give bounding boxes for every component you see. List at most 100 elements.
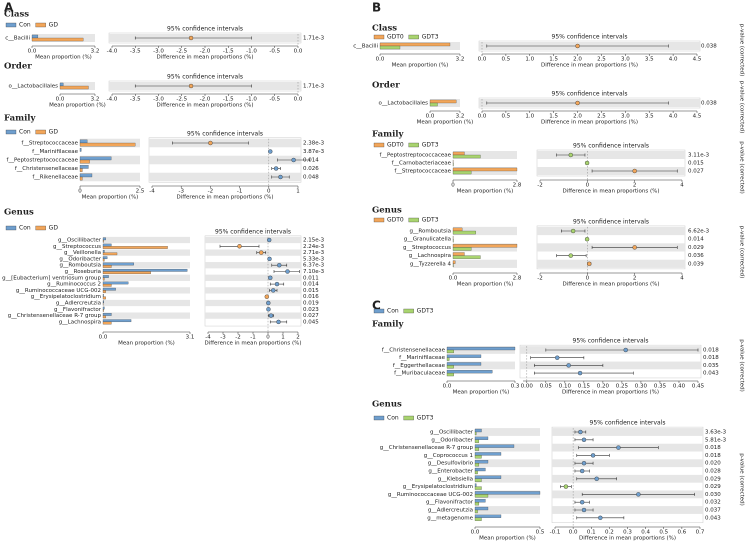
x2-tick-label: -2.5 [176, 97, 187, 103]
x2-tick-label: 2 [633, 276, 637, 282]
p-value: 0.019 [303, 301, 319, 307]
x2-tick-label: 4.0 [669, 114, 678, 120]
row-band [537, 226, 685, 236]
effect-point [264, 294, 269, 299]
p-value: 0.048 [303, 175, 319, 181]
row-band [149, 172, 301, 182]
effect-point [563, 484, 569, 489]
category-label: g__Roseburia [65, 269, 101, 275]
row-band [537, 259, 685, 268]
x2-tick-label: 0.15 [578, 384, 591, 390]
legend-label: GD [49, 22, 59, 29]
bar [102, 237, 106, 241]
x2-tick-label: 2.5 [597, 114, 606, 120]
x-tick-label: 2.5 [136, 189, 145, 195]
category-label: g__Streptococcus [53, 244, 101, 250]
x2-tick-label: -3 [178, 189, 184, 195]
bar [446, 362, 482, 366]
panel-letter: C [372, 299, 381, 313]
bar [102, 268, 188, 272]
effect-point [570, 228, 576, 234]
row-band [103, 236, 190, 244]
category-label: g__Desulfovibrio [428, 461, 474, 467]
bar [429, 99, 457, 104]
x-tick-label: 3.2 [91, 97, 100, 103]
x2-tick-label: -2 [208, 189, 213, 195]
effect-point [575, 100, 580, 106]
row-band [103, 274, 190, 281]
x2-axis-label: Difference in mean proportions (%) [205, 341, 302, 347]
category-label: g__Oscillibacter [58, 238, 102, 244]
bar [102, 246, 168, 249]
row-band [205, 274, 301, 281]
effect-point [575, 43, 580, 49]
legend-label: GDT3 [417, 308, 434, 315]
p-value: 0.030 [705, 492, 721, 498]
row-band [552, 428, 703, 436]
x2-tick-label: -4.0 [107, 97, 118, 103]
bar [474, 467, 486, 472]
category-label: g__Klebsiella [438, 476, 473, 482]
bar [102, 277, 105, 281]
category-label: f__Peptostreptococcaceae [7, 158, 79, 164]
p-value: 2.38e-3 [303, 141, 325, 147]
x2-tick-label: 2 [296, 335, 300, 341]
bar [79, 173, 93, 178]
x2-tick-label: 1 [296, 189, 300, 195]
ci-title: 95% confidence intervals [573, 338, 649, 345]
category-label: f__Peptostreptococcaceae [380, 153, 452, 159]
legend-label: Con [19, 129, 31, 136]
x-axis-label: Mean proportion (%) [118, 341, 175, 347]
row-band [149, 155, 301, 165]
y2-axis-label: p-value (corrected) [739, 81, 745, 134]
x2-tick-label: -2 [537, 183, 542, 189]
bar [474, 486, 482, 490]
bar [446, 365, 454, 369]
legend-label: GDT3 [417, 415, 434, 422]
x2-tick-label: -2.0 [200, 49, 211, 55]
bar [79, 159, 90, 164]
p-value: 0.037 [705, 508, 721, 514]
effect-point [266, 300, 271, 306]
panel-letter: B [372, 1, 381, 15]
category-label: f__Marinifilaceae [32, 149, 78, 155]
row-band [453, 151, 517, 159]
p-value: 7.10e-3 [303, 269, 325, 275]
category-label: o__Lactobacillales [9, 84, 59, 90]
bar [446, 372, 454, 377]
bar [452, 170, 472, 175]
p-value: 0.043 [705, 515, 721, 521]
bar [102, 315, 106, 319]
x-tick-label: 3.1 [186, 335, 195, 341]
row-band [552, 459, 703, 468]
category-label: f__Eggerthellaceae [393, 363, 446, 369]
ci-frame [536, 149, 686, 177]
p-value: 0.018 [703, 348, 719, 354]
x-axis-label: Mean proportion (%) [417, 120, 474, 126]
bar [474, 517, 482, 521]
bar [452, 244, 518, 248]
bar [446, 346, 516, 351]
legend-label: Con [387, 308, 399, 315]
effect-point [623, 347, 628, 353]
x-tick-label: 0.0 [376, 57, 385, 63]
legend-swatch [373, 142, 385, 148]
bar [452, 260, 456, 264]
effect-point [568, 152, 573, 158]
bar [474, 470, 478, 475]
row-band [103, 299, 190, 307]
legend-label: GDT0 [387, 217, 404, 224]
effect-point [590, 453, 596, 458]
effect-point [566, 363, 571, 368]
p-value: 0.020 [705, 461, 721, 467]
category-label: g__Lachnospira [59, 319, 101, 325]
x2-tick-label: 0.6 [678, 530, 687, 536]
x2-tick-label: 4 [680, 183, 684, 189]
p-value: 6.37e-3 [303, 263, 325, 269]
x2-tick-label: 0.45 [692, 384, 705, 390]
bar [79, 165, 89, 169]
ci-frame [204, 235, 302, 327]
effect-point [579, 500, 585, 505]
effect-point [237, 244, 242, 249]
